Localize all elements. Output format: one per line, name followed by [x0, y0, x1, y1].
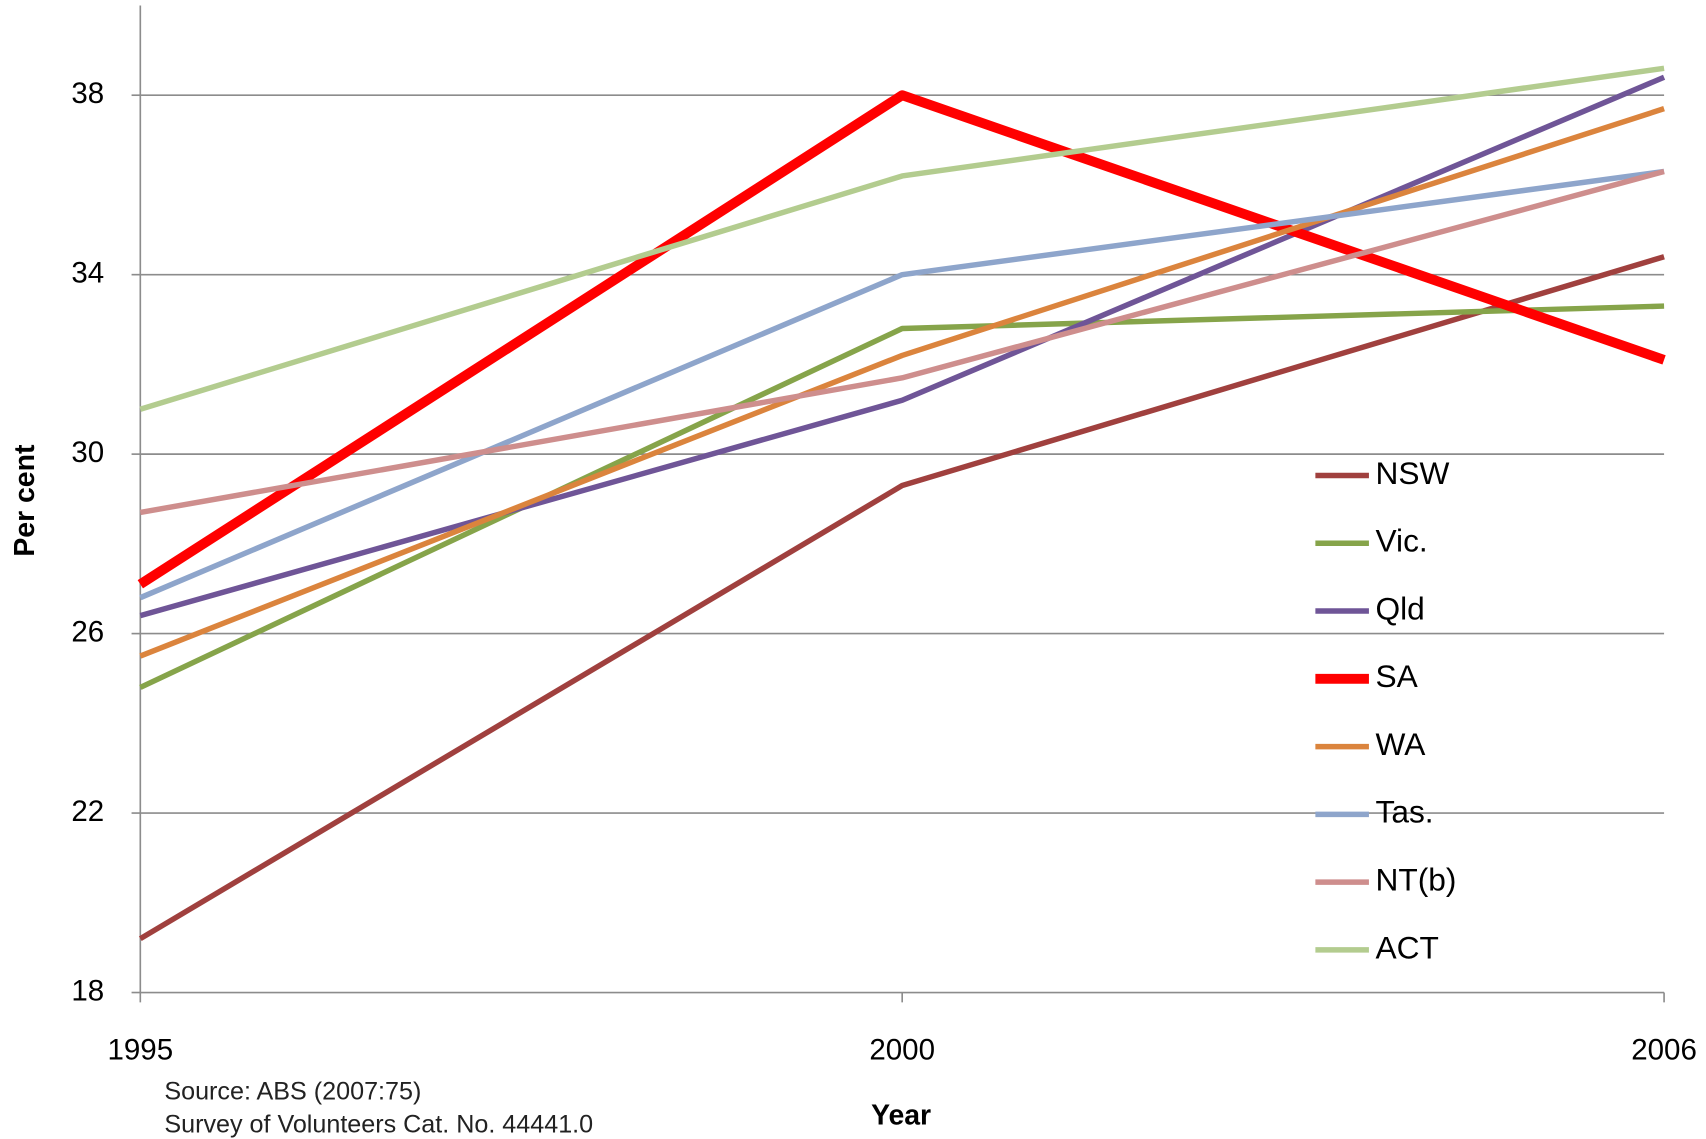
legend-label: Vic.: [1375, 523, 1427, 559]
series-line: [138, 254, 1665, 942]
y-tick-label: 38: [71, 77, 104, 110]
series-line: [139, 65, 1665, 412]
y-tick-label: 22: [71, 795, 104, 828]
legend-label: WA: [1375, 726, 1426, 762]
y-axis-title: Per cent: [9, 444, 41, 557]
series-line: [137, 90, 1666, 589]
legend-label: Qld: [1375, 590, 1424, 626]
x-tick-label: 2006: [1631, 1033, 1697, 1066]
legend-label: ACT: [1375, 929, 1438, 965]
y-tick-label: 34: [71, 256, 104, 289]
source-note: Survey of Volunteers Cat. No. 44441.0: [164, 1111, 593, 1139]
series-line: [139, 303, 1665, 690]
series-line: [139, 168, 1665, 601]
series-line: [139, 168, 1665, 516]
x-tick-label: 1995: [107, 1033, 173, 1066]
x-tick-label: 2000: [869, 1033, 935, 1066]
legend-label: Tas.: [1375, 794, 1433, 830]
x-axis-title: Year: [871, 1100, 931, 1132]
legend-label: SA: [1375, 658, 1418, 694]
series-line: [139, 74, 1666, 619]
source-note: Source: ABS (2007:75): [164, 1078, 421, 1106]
y-tick-label: 30: [71, 436, 104, 469]
y-tick-label: 18: [71, 974, 104, 1007]
series-line: [139, 106, 1665, 659]
legend-label: NSW: [1375, 455, 1449, 491]
y-tick-label: 26: [71, 615, 104, 648]
legend-label: NT(b): [1375, 861, 1456, 897]
